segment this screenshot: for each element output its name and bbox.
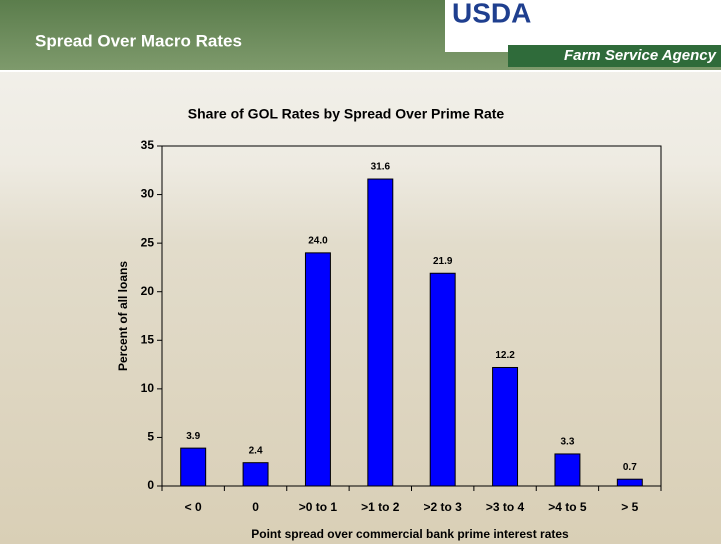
x-tick-label: >4 to 5 [548,500,587,514]
data-label: 24.0 [308,235,328,246]
bar [304,252,331,487]
logo-box [445,0,721,52]
data-label: 3.9 [186,431,200,442]
x-tick-label: >1 to 2 [361,500,400,514]
data-label: 2.4 [249,445,263,456]
x-tick-label: >3 to 4 [486,500,525,514]
x-tick-label: 0 [252,500,259,514]
y-tick-label: 0 [147,478,154,492]
bar [429,272,456,487]
y-tick-label: 25 [141,235,155,249]
bar [554,453,581,487]
y-tick-label: 10 [141,381,155,395]
chart-title: Share of GOL Rates by Spread Over Prime … [188,106,505,122]
data-label: 0.7 [623,462,637,473]
y-tick-label: 15 [141,332,155,346]
x-tick-label: < 0 [185,500,202,514]
y-tick-label: 30 [141,187,155,201]
x-tick-label: >0 to 1 [299,500,338,514]
slide-title: Spread Over Macro Rates [35,31,242,50]
header-rule [0,70,721,72]
bar [180,447,207,487]
agency: Farm Service Agency [564,47,717,64]
x-tick-label: >2 to 3 [424,500,463,514]
data-label: 31.6 [371,162,391,173]
y-axis-label: Percent of all loans [116,261,130,371]
bar [492,366,519,487]
data-label: 21.9 [433,256,453,267]
y-tick-label: 5 [147,430,154,444]
y-tick-label: 35 [141,138,155,152]
bar [242,462,269,487]
y-tick-label: 20 [141,284,155,298]
agency-band [508,45,721,67]
bar [616,478,643,487]
data-label: 12.2 [495,350,515,361]
x-axis-label: Point spread over commercial bank prime … [251,527,569,541]
x-tick-label: > 5 [621,500,638,514]
logo: USDA [452,0,531,28]
data-label: 3.3 [560,437,574,448]
bar [367,178,394,487]
